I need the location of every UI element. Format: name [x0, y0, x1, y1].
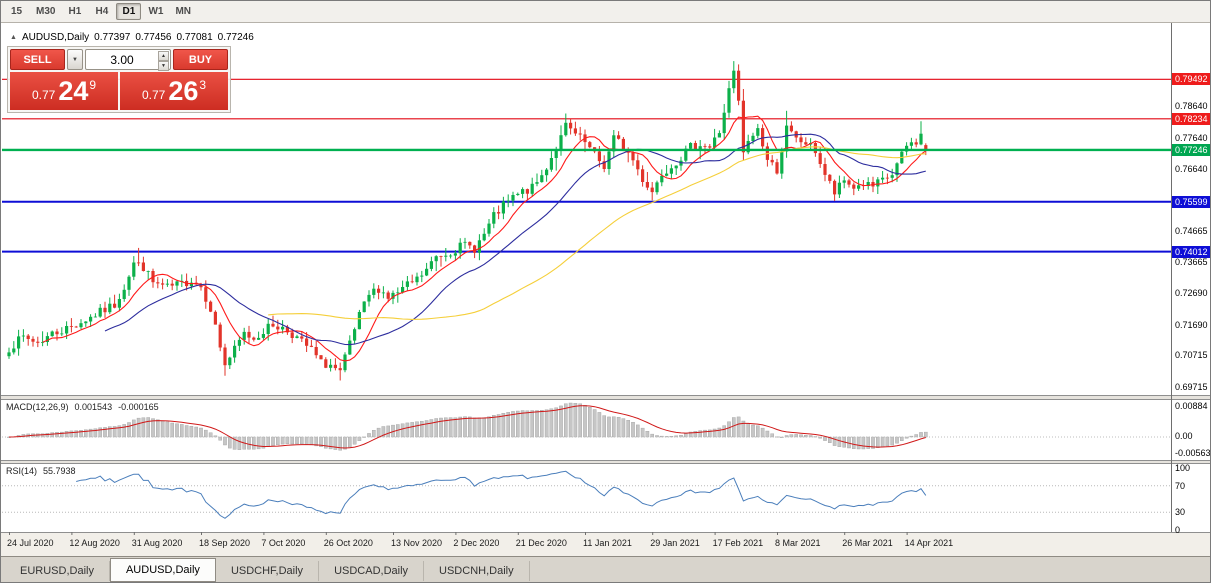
date-axis-label: 7 Oct 2020 [261, 538, 306, 548]
date-axis-label: 24 Jul 2020 [7, 538, 54, 548]
spin-up-icon[interactable]: ▲ [158, 51, 169, 61]
buy-price-display[interactable]: 0.77 26 3 [120, 72, 228, 110]
timeframe-button-d1[interactable]: D1 [116, 3, 142, 20]
date-axis-label: 8 Mar 2021 [775, 538, 821, 548]
price-level-badge: 0.74012 [1172, 246, 1210, 258]
chart-tab-audusd[interactable]: AUDUSD,Daily [109, 558, 216, 582]
date-axis-label: 29 Jan 2021 [650, 538, 700, 548]
timeframe-button-mn[interactable]: MN [175, 6, 192, 17]
date-axis-label: 12 Aug 2020 [69, 538, 120, 548]
price-axis-tick: 0.74665 [1175, 226, 1208, 236]
date-axis-label: 17 Feb 2021 [712, 538, 764, 548]
date-axis[interactable]: 24 Jul 2020 12 Aug 2020 31 Aug 2020 18 Sep … [1, 532, 1172, 556]
buy-price-big-digits: 26 [168, 75, 199, 106]
macd-axis-label: 0.00884 [1175, 401, 1208, 411]
timeframe-button-h4[interactable]: H4 [95, 6, 109, 17]
sell-button[interactable]: SELL [10, 49, 65, 70]
macd-axis-label: 0.00 [1175, 431, 1193, 441]
date-axis-label: 26 Mar 2021 [842, 538, 893, 548]
chart-symbol-label: AUDUSD,Daily [21, 32, 90, 43]
price-axis-tick: 0.72690 [1175, 288, 1208, 298]
spin-down-icon[interactable]: ▼ [158, 61, 169, 71]
sell-price-big-digits: 24 [58, 75, 89, 106]
chart-ohlc-header: ▲ AUDUSD,Daily 0.77397 0.77456 0.77081 0… [10, 32, 254, 43]
price-axis-tick: 0.77640 [1175, 133, 1208, 143]
volume-dropdown-button[interactable]: ▼ [67, 49, 83, 70]
chart-tab-usdchf[interactable]: USDCHF,Daily [216, 561, 320, 581]
price-axis-tick: 0.69715 [1175, 382, 1208, 392]
ohlc-high: 0.77456 [135, 32, 172, 43]
macd-main-value: 0.001543 [74, 402, 113, 412]
sell-price-prefix: 0.77 [31, 87, 56, 102]
rsi-name: RSI(14) [6, 466, 38, 476]
date-axis-label: 2 Dec 2020 [453, 538, 500, 548]
price-axis-tick: 0.78640 [1175, 101, 1208, 111]
timeframe-toolbar: 15 M30 H1 H4 D1 W1 MN [1, 1, 1210, 23]
macd-name: MACD(12,26,9) [6, 402, 69, 412]
chart-tab-usdcnh[interactable]: USDCNH,Daily [424, 561, 530, 581]
price-level-badge: 0.78234 [1172, 113, 1210, 125]
date-axis-label: 13 Nov 2020 [391, 538, 443, 548]
buy-price-pip-digit: 3 [199, 77, 207, 92]
chart-tab-eurusd[interactable]: EURUSD,Daily [5, 561, 110, 581]
chart-tab-usdcad[interactable]: USDCAD,Daily [319, 561, 425, 581]
timeframe-button-h1[interactable]: H1 [68, 6, 82, 17]
date-axis-label: 11 Jan 2021 [583, 538, 632, 548]
rsi-indicator-label: RSI(14) 55.7938 [6, 466, 76, 476]
price-level-badge: 0.79492 [1172, 73, 1210, 85]
ohlc-low: 0.77081 [176, 32, 213, 43]
rsi-axis-label: 30 [1175, 507, 1186, 517]
volume-input[interactable] [86, 50, 170, 69]
timeframe-button-15[interactable]: 15 [10, 6, 23, 17]
timeframe-button-m30[interactable]: M30 [36, 6, 56, 17]
date-axis-label: 26 Oct 2020 [323, 538, 373, 548]
buy-price-prefix: 0.77 [141, 87, 166, 102]
macd-axis-label: -0.00563 [1175, 448, 1211, 458]
rsi-value: 55.7938 [43, 466, 76, 476]
rsi-axis-label: 70 [1175, 481, 1186, 491]
price-level-badge: 0.75599 [1172, 196, 1210, 208]
caret-down-icon: ▼ [72, 56, 78, 63]
one-click-trading-panel: SELL ▼ ▲ ▼ BUY 0.77 24 9 0.77 26 3 [7, 46, 231, 113]
date-axis-label: 18 Sep 2020 [199, 538, 251, 548]
rsi-axis-label: 100 [1175, 463, 1191, 473]
macd-indicator-label: MACD(12,26,9) 0.001543 -0.000165 [6, 402, 159, 412]
ohlc-open: 0.77397 [94, 32, 131, 43]
price-axis[interactable]: 0.78640 0.77640 0.76640 0.74665 0.73665 0.726… [1172, 23, 1211, 556]
price-axis-tick: 0.70715 [1175, 350, 1208, 360]
buy-button[interactable]: BUY [173, 49, 228, 70]
date-axis-label: 14 Apr 2021 [904, 538, 954, 548]
price-level-badge: 0.77246 [1172, 144, 1210, 156]
macd-signal-value: -0.000165 [118, 402, 159, 412]
price-axis-tick: 0.76640 [1175, 164, 1208, 174]
chart-tab-bar: EURUSD,Daily AUDUSD,Daily USDCHF,Daily USDC… [1, 556, 1210, 582]
sell-price-pip-digit: 9 [89, 77, 97, 92]
price-axis-tick: 0.71690 [1175, 320, 1208, 330]
date-axis-label: 21 Dec 2020 [515, 538, 567, 548]
volume-field: ▲ ▼ [85, 49, 171, 71]
ohlc-close: 0.77246 [217, 32, 254, 43]
date-axis-label: 31 Aug 2020 [131, 538, 183, 548]
volume-stepper: ▲ ▼ [158, 51, 169, 71]
chart-symbol-icon: ▲ [10, 34, 17, 41]
price-axis-tick: 0.73665 [1175, 257, 1208, 267]
timeframe-button-w1[interactable]: W1 [148, 6, 164, 17]
sell-price-display[interactable]: 0.77 24 9 [10, 72, 118, 110]
rsi-axis-label: 0 [1175, 525, 1181, 535]
